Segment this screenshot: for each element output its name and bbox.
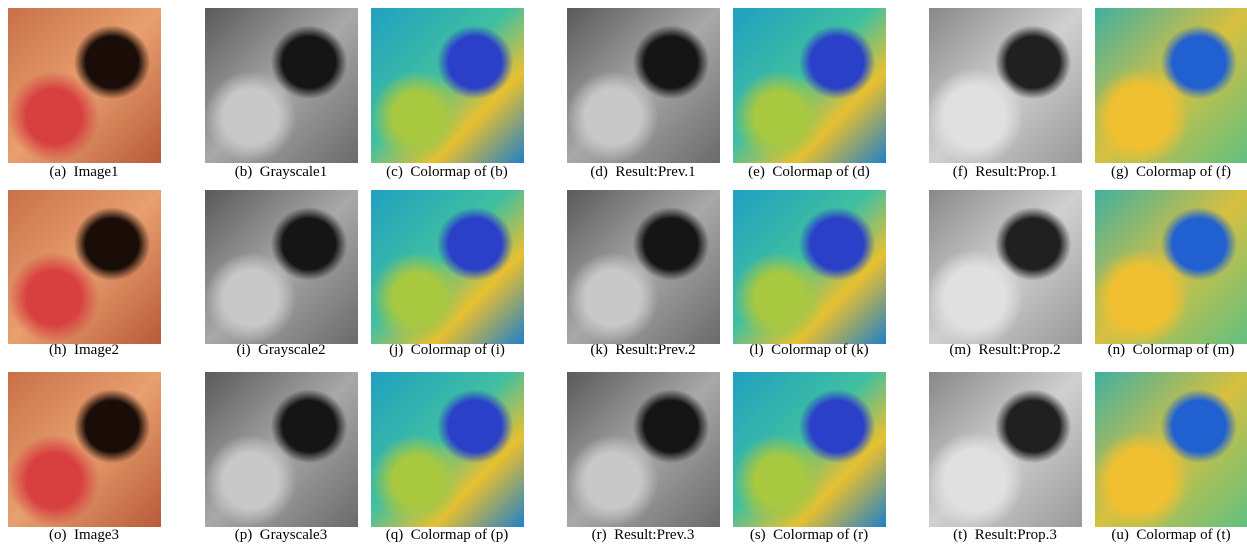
caption: (k) Result:Prev.2 bbox=[548, 342, 738, 359]
caption: (i) Grayscale2 bbox=[186, 342, 376, 359]
image-panel bbox=[733, 190, 886, 344]
caption: (l) Colormap of (k) bbox=[714, 342, 904, 359]
caption: (p) Grayscale3 bbox=[186, 527, 376, 544]
image-panel bbox=[929, 372, 1082, 527]
image-panel bbox=[1095, 190, 1247, 344]
caption: (f) Result:Prop.1 bbox=[910, 164, 1100, 181]
caption: (o) Image3 bbox=[0, 527, 179, 544]
image-panel bbox=[1095, 8, 1247, 163]
image-panel bbox=[205, 372, 358, 527]
caption: (e) Colormap of (d) bbox=[714, 164, 904, 181]
image-panel bbox=[1095, 372, 1247, 527]
image-panel bbox=[567, 8, 720, 163]
image-panel bbox=[567, 372, 720, 527]
caption: (u) Colormap of (t) bbox=[1076, 527, 1247, 544]
caption: (h) Image2 bbox=[0, 342, 179, 359]
image-panel bbox=[8, 8, 161, 163]
caption: (q) Colormap of (p) bbox=[352, 527, 542, 544]
caption: (g) Colormap of (f) bbox=[1076, 164, 1247, 181]
image-panel bbox=[205, 8, 358, 163]
caption: (m) Result:Prop.2 bbox=[910, 342, 1100, 359]
caption: (n) Colormap of (m) bbox=[1076, 342, 1247, 359]
figure: (a) Image1 (b) Grayscale1(c) Colormap of … bbox=[0, 0, 1247, 544]
image-panel bbox=[8, 372, 161, 527]
caption: (b) Grayscale1 bbox=[186, 164, 376, 181]
image-panel bbox=[733, 8, 886, 163]
caption: (d) Result:Prev.1 bbox=[548, 164, 738, 181]
caption: (r) Result:Prev.3 bbox=[548, 527, 738, 544]
caption: (a) Image1 bbox=[0, 164, 179, 181]
image-panel bbox=[371, 8, 524, 163]
caption: (s) Colormap of (r) bbox=[714, 527, 904, 544]
image-panel bbox=[733, 372, 886, 527]
caption: (t) Result:Prop.3 bbox=[910, 527, 1100, 544]
caption: (c) Colormap of (b) bbox=[352, 164, 542, 181]
image-panel bbox=[8, 190, 161, 344]
image-panel bbox=[371, 190, 524, 344]
image-panel bbox=[929, 190, 1082, 344]
image-panel bbox=[567, 190, 720, 344]
image-panel bbox=[929, 8, 1082, 163]
caption: (j) Colormap of (i) bbox=[352, 342, 542, 359]
image-panel bbox=[205, 190, 358, 344]
image-panel bbox=[371, 372, 524, 527]
